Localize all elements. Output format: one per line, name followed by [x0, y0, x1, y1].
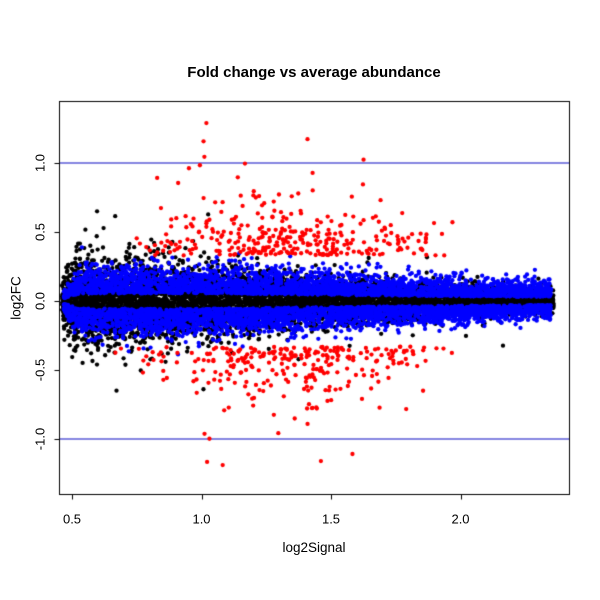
y-tick-label: 1.0: [32, 153, 48, 173]
x-tick-label: 2.0: [451, 511, 470, 527]
y-tick-label: 0.0: [32, 291, 48, 311]
x-tick-label: 0.5: [62, 511, 82, 527]
y-tick-label: -1.0: [32, 427, 48, 451]
y-tick-label: 0.5: [32, 222, 48, 242]
x-tick-label: 1.5: [321, 511, 341, 527]
x-tick-label: 1.0: [192, 511, 211, 527]
chart-title: Fold change vs average abundance: [187, 64, 441, 81]
x-axis-label: log2Signal: [282, 540, 346, 555]
y-axis-label: log2FC: [8, 276, 24, 320]
y-tick-label: -0.5: [32, 358, 48, 382]
